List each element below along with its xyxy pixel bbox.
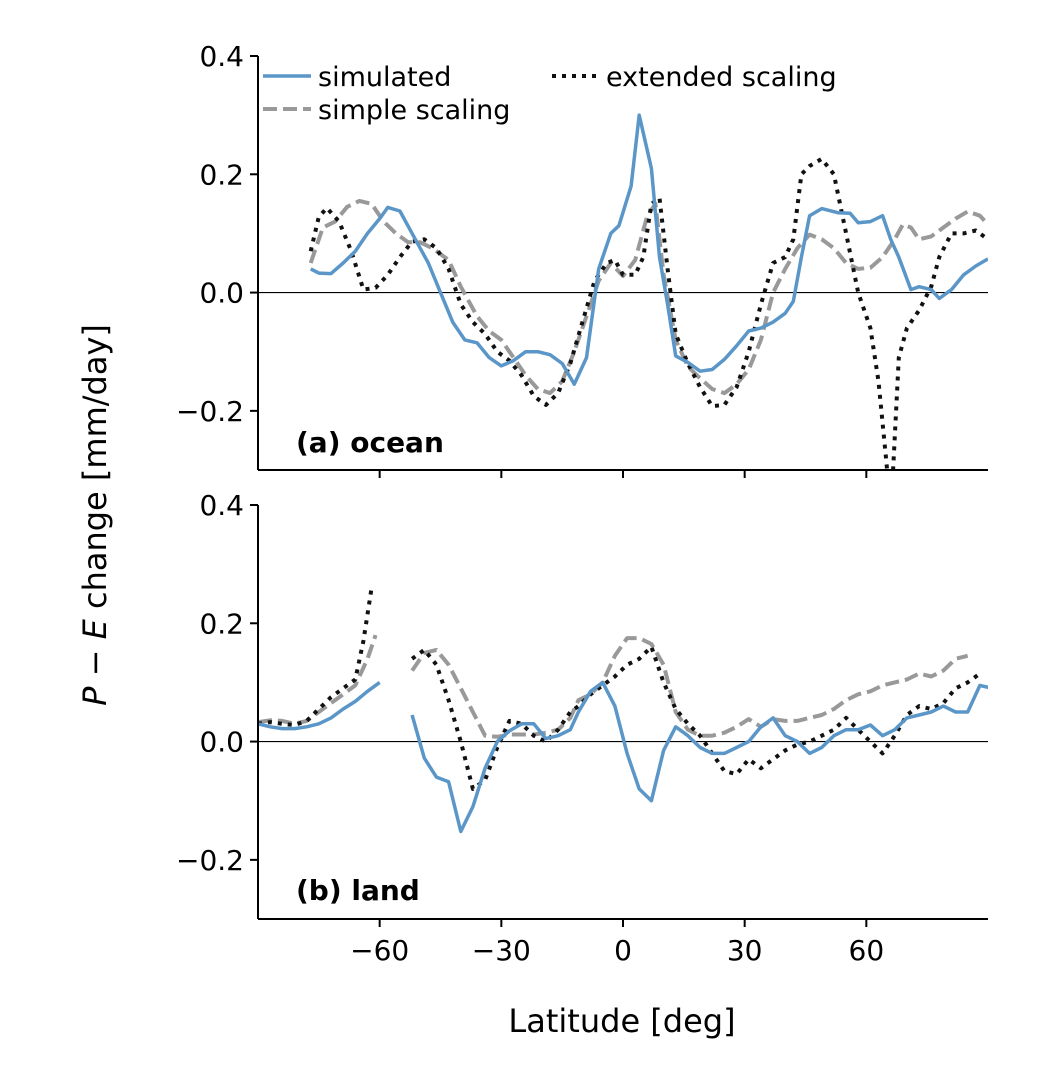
x-tick-label: −30 [472,934,531,967]
y-tick-label: −0.2 [176,395,244,428]
y-tick-label: 0.4 [199,489,244,522]
series-line-extended-scaling [258,587,374,727]
panel-ocean: −0.2 0.0 0.2 0.4 (a) ocean simulated extend… [176,40,988,478]
legend-label-extended-scaling: extended scaling [606,62,837,93]
series-line-simple-scaling [410,636,969,739]
y-tick-label: 0.0 [199,726,244,759]
series-line-simulated [309,113,988,386]
y-tick-label: 0.0 [199,277,244,310]
x-ticks-land: −60 −30 0 30 60 [350,919,884,967]
series-line-simulated [410,680,988,834]
panel-label-land: (b) land [296,874,420,907]
series-line-simulated [258,680,381,731]
panel-label-ocean: (a) ocean [296,426,444,459]
legend: simulated extended scaling simple scalin… [263,62,837,126]
series-lines-land [258,587,988,834]
series-line-extended-scaling [308,156,988,470]
series-lines-ocean [308,113,988,470]
x-tick-label: 0 [614,934,632,967]
legend-label-simple-scaling: simple scaling [318,95,510,126]
x-tick-label: 60 [849,934,885,967]
y-ticks-ocean: −0.2 0.0 0.2 0.4 [176,40,258,428]
y-tick-label: 0.2 [199,158,244,191]
x-ticks-ocean [378,470,868,478]
y-axis-title: P − E change [mm/day] [76,324,114,706]
x-tick-label: −60 [350,934,409,967]
y-tick-label: 0.4 [199,40,244,73]
series-line-extended-scaling [410,644,982,791]
legend-label-simulated: simulated [318,62,451,93]
y-tick-label: 0.2 [199,607,244,640]
x-tick-label: 30 [727,934,763,967]
x-axis-title: Latitude [deg] [508,1002,735,1040]
series-line-simple-scaling [258,634,378,726]
y-ticks-land: −0.2 0.0 0.2 0.4 [176,489,258,877]
panel-land: −0.2 0.0 0.2 0.4 −60 −30 0 30 60 (b) land [176,489,988,967]
y-tick-label: −0.2 [176,844,244,877]
